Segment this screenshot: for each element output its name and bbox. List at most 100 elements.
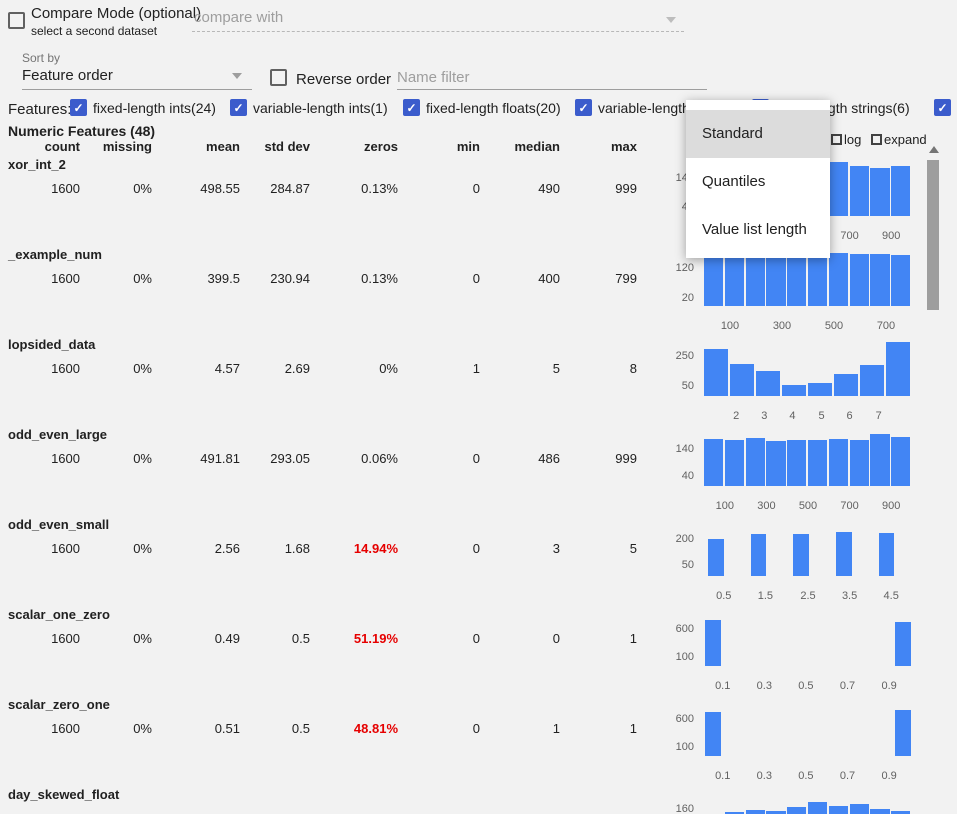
stat-missing: 0% bbox=[133, 631, 152, 646]
scrollbar-thumb[interactable] bbox=[927, 160, 939, 310]
stat-count: 1600 bbox=[51, 361, 80, 376]
feature-type-checkbox[interactable]: ✓ bbox=[575, 99, 592, 117]
histogram-bar bbox=[766, 440, 786, 486]
histogram-ytick: 250 bbox=[675, 349, 694, 362]
histogram-bar bbox=[891, 810, 911, 814]
column-header: median bbox=[514, 139, 560, 154]
chart-type-menu-item[interactable]: Value list length bbox=[702, 221, 807, 238]
log-toggle[interactable]: log bbox=[831, 131, 861, 147]
stat-min: 0 bbox=[472, 181, 480, 196]
stat-mean: 491.81 bbox=[200, 451, 240, 466]
reverse-order-checkbox[interactable] bbox=[270, 69, 287, 86]
numeric-features-title: Numeric Features (48) bbox=[8, 123, 156, 139]
stat-max: 1 bbox=[629, 721, 637, 736]
stat-median: 490 bbox=[538, 181, 560, 196]
stat-std_dev: 230.94 bbox=[270, 271, 310, 286]
sort-by-select[interactable]: Feature order bbox=[22, 65, 252, 90]
histogram-xtick: 0.3 bbox=[756, 770, 772, 782]
feature-histogram: 600 100 0.1 0.3 0.5 0.7 0.9 bbox=[660, 694, 916, 784]
stat-count: 1600 bbox=[51, 721, 80, 736]
stat-zeros: 0.06% bbox=[361, 451, 398, 466]
histogram-bar bbox=[750, 534, 767, 576]
stat-zeros: 48.81% bbox=[353, 721, 398, 736]
histogram-bar bbox=[787, 806, 807, 814]
histogram-ytick: 50 bbox=[681, 559, 694, 572]
stat-min: 0 bbox=[472, 631, 480, 646]
expand-checkbox[interactable] bbox=[871, 134, 882, 146]
stat-std_dev: 0.5 bbox=[291, 631, 310, 646]
feature-row: scalar_zero_one 1600 0% 0.51 0.5 48.81% 0 1 1 600… bbox=[0, 694, 957, 784]
scrollbar-up-arrow-icon[interactable] bbox=[929, 146, 939, 153]
stat-median: 400 bbox=[538, 271, 560, 286]
stat-missing: 0% bbox=[133, 451, 152, 466]
feature-type-label: variable-length ints(1) bbox=[253, 99, 388, 116]
chart-type-menu-item[interactable]: Quantiles bbox=[702, 173, 766, 190]
log-checkbox[interactable] bbox=[831, 134, 842, 146]
feature-name: scalar_zero_one bbox=[8, 697, 110, 712]
stat-zeros: 0.13% bbox=[361, 271, 398, 286]
stat-count: 1600 bbox=[51, 541, 80, 556]
histogram-xtick: 0.5 bbox=[798, 770, 814, 782]
histogram-xtick: 1.5 bbox=[757, 590, 773, 602]
histogram-plot bbox=[704, 340, 912, 396]
compare-mode-checkbox[interactable] bbox=[8, 12, 25, 29]
histogram-bar bbox=[870, 809, 890, 814]
stat-count: 1600 bbox=[51, 181, 80, 196]
feature-type-toggle: ✓ fixed-length floats(20) bbox=[403, 99, 561, 117]
histogram-bar bbox=[708, 539, 724, 576]
stat-max: 1 bbox=[629, 631, 637, 646]
feature-type-checkbox[interactable]: ✓ bbox=[403, 99, 420, 117]
feature-row: _example_num 1600 0% 399.5 230.94 0.13% 0 400 79… bbox=[0, 244, 957, 334]
histogram-xtick: 0.5 bbox=[716, 590, 732, 602]
stat-min: 0 bbox=[472, 541, 480, 556]
histogram-bar bbox=[870, 433, 890, 486]
stat-count: 1600 bbox=[51, 271, 80, 286]
expand-toggle[interactable]: expand bbox=[871, 131, 927, 147]
histogram-bar bbox=[891, 255, 911, 306]
histogram-bar bbox=[834, 373, 858, 396]
histogram-bar bbox=[745, 253, 765, 306]
features-label: Features: bbox=[8, 101, 72, 118]
stat-min: 0 bbox=[472, 271, 480, 286]
histogram-bar bbox=[787, 439, 807, 486]
stat-min: 0 bbox=[472, 721, 480, 736]
histogram-ytick: 600 bbox=[675, 623, 694, 636]
histogram-ytick: 40 bbox=[681, 470, 694, 483]
histogram-bar bbox=[787, 254, 807, 306]
histogram-xtick: 300 bbox=[772, 320, 792, 332]
feature-type-checkbox[interactable]: ✓ bbox=[70, 99, 87, 117]
feature-type-checkbox[interactable]: ✓ bbox=[934, 99, 951, 117]
histogram-plot bbox=[704, 430, 912, 486]
histogram-bar bbox=[836, 531, 852, 576]
feature-type-checkbox[interactable]: ✓ bbox=[230, 99, 247, 117]
histogram-ytick: 100 bbox=[675, 650, 694, 663]
histogram-bar bbox=[724, 811, 744, 814]
name-filter-input[interactable] bbox=[397, 65, 707, 90]
stat-zeros: 14.94% bbox=[353, 541, 398, 556]
chevron-down-icon bbox=[232, 73, 242, 79]
feature-row: lopsided_data 1600 0% 4.57 2.69 0% 1 5 8 250 50 2 3 4… bbox=[0, 334, 957, 424]
histogram-ytick: 140 bbox=[675, 443, 694, 456]
histogram-xtick: 100 bbox=[715, 500, 734, 512]
stat-zeros: 51.19% bbox=[353, 631, 398, 646]
histogram-xtick: 4.5 bbox=[883, 590, 899, 602]
histogram-plot bbox=[704, 250, 912, 306]
feature-name: lopsided_data bbox=[8, 337, 96, 352]
histogram-xtick: 0.1 bbox=[715, 680, 731, 692]
stat-zeros: 0.13% bbox=[361, 181, 398, 196]
histogram-xtick: 500 bbox=[798, 500, 818, 512]
chart-type-menu-item[interactable]: Standard bbox=[686, 110, 830, 158]
feature-row: odd_even_small 1600 0% 2.56 1.68 14.94% 0 3 5 200… bbox=[0, 514, 957, 604]
histogram-bar bbox=[704, 253, 724, 306]
histogram-xtick: 900 bbox=[882, 500, 901, 512]
histogram-bar bbox=[849, 804, 869, 814]
column-header: std dev bbox=[264, 139, 310, 154]
histogram-bar bbox=[828, 806, 848, 814]
feature-histogram: 250 50 2 3 4 5 6 7 bbox=[660, 334, 916, 424]
histogram-bar bbox=[891, 166, 911, 216]
column-header: zeros bbox=[364, 139, 398, 154]
compare-with-select[interactable]: compare with bbox=[192, 6, 684, 32]
log-label: log bbox=[844, 132, 862, 148]
histogram-bar bbox=[828, 252, 848, 306]
